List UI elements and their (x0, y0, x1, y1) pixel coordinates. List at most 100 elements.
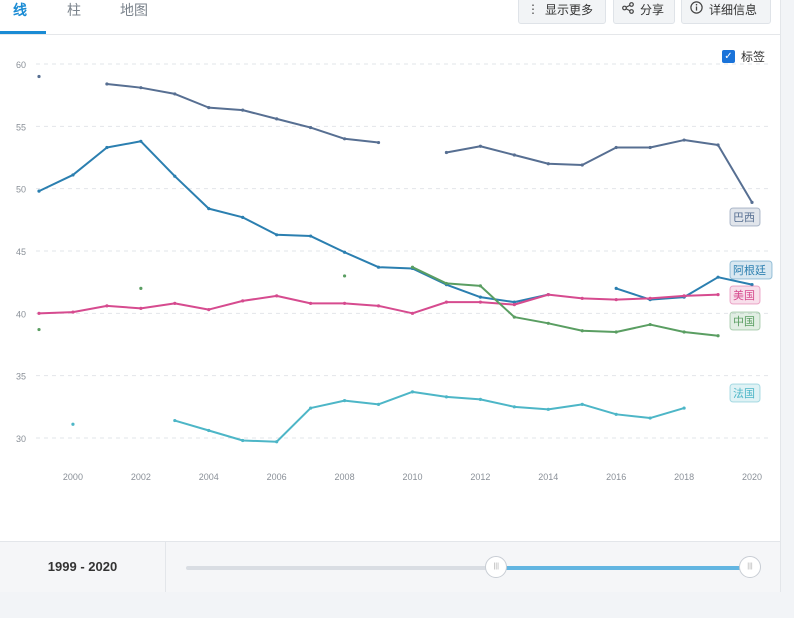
series-美国[interactable] (37, 293, 720, 315)
data-point[interactable] (410, 311, 415, 315)
data-point[interactable] (580, 163, 584, 167)
data-point[interactable] (173, 418, 177, 423)
checkbox-checked-icon[interactable]: ✓ (722, 50, 735, 63)
data-point[interactable] (275, 233, 279, 237)
tab-map[interactable]: 地图 (120, 2, 148, 18)
data-point[interactable] (309, 125, 313, 130)
data-point[interactable] (342, 301, 347, 305)
data-point[interactable] (173, 92, 177, 96)
data-point[interactable] (716, 293, 720, 297)
data-point[interactable] (207, 428, 211, 433)
tab-bar[interactable]: 柱 (67, 2, 81, 18)
data-point[interactable] (682, 294, 686, 298)
tab-line[interactable]: 线 (13, 2, 27, 18)
data-point[interactable] (512, 405, 516, 409)
data-point[interactable] (410, 265, 415, 269)
data-point[interactable] (139, 86, 143, 90)
data-point[interactable] (546, 162, 550, 166)
data-point[interactable] (716, 143, 720, 147)
data-point[interactable] (342, 137, 347, 141)
labels-toggle[interactable]: ✓ 标签 (722, 48, 765, 65)
data-point[interactable] (376, 140, 381, 145)
data-point[interactable] (241, 215, 245, 219)
data-point[interactable] (614, 330, 618, 334)
data-point[interactable] (580, 402, 584, 406)
data-point[interactable] (71, 422, 75, 426)
data-point[interactable] (750, 200, 754, 204)
data-point[interactable] (342, 250, 347, 254)
data-point[interactable] (71, 310, 75, 314)
data-point[interactable] (173, 174, 177, 178)
data-point[interactable] (614, 145, 618, 150)
data-point[interactable] (648, 322, 652, 327)
data-point[interactable] (105, 82, 109, 86)
data-point[interactable] (275, 294, 279, 298)
data-point[interactable] (376, 402, 381, 406)
data-point[interactable] (207, 207, 211, 211)
data-point[interactable] (139, 286, 143, 290)
data-point[interactable] (614, 412, 618, 416)
details-button[interactable]: 详细信息 (681, 0, 771, 24)
data-point[interactable] (546, 293, 550, 297)
data-point[interactable] (376, 265, 381, 269)
data-point[interactable] (105, 304, 109, 308)
data-point[interactable] (478, 284, 482, 288)
data-point[interactable] (37, 74, 41, 79)
data-point[interactable] (309, 234, 313, 238)
data-point[interactable] (682, 330, 686, 334)
data-point[interactable] (207, 106, 211, 110)
data-point[interactable] (546, 321, 550, 325)
data-point[interactable] (410, 390, 415, 394)
data-point[interactable] (478, 397, 482, 401)
data-point[interactable] (342, 399, 347, 403)
data-point[interactable] (241, 438, 245, 443)
data-point[interactable] (139, 139, 143, 143)
series-line[interactable] (412, 266, 719, 337)
data-point[interactable] (682, 138, 686, 142)
range-start-handle[interactable]: ||| (485, 556, 508, 578)
range-slider-track[interactable] (186, 566, 750, 570)
series-阿根廷[interactable] (37, 139, 754, 304)
share-button[interactable]: 分享 (613, 0, 675, 24)
data-point[interactable] (241, 299, 245, 303)
data-point[interactable] (546, 407, 550, 411)
data-point[interactable] (275, 440, 279, 444)
data-point[interactable] (648, 296, 652, 300)
data-point[interactable] (173, 301, 177, 305)
data-point[interactable] (105, 145, 109, 150)
data-point[interactable] (614, 286, 618, 290)
data-point[interactable] (512, 315, 516, 319)
data-point[interactable] (37, 327, 41, 332)
data-point[interactable] (682, 406, 686, 410)
data-point[interactable] (444, 395, 449, 399)
series-中国[interactable] (37, 265, 720, 338)
data-point[interactable] (444, 300, 449, 304)
data-point[interactable] (512, 300, 516, 304)
data-point[interactable] (275, 117, 279, 121)
data-point[interactable] (478, 295, 482, 299)
data-point[interactable] (309, 406, 313, 410)
series-line[interactable] (174, 390, 685, 443)
data-point[interactable] (750, 283, 754, 287)
series-line[interactable] (38, 293, 719, 315)
data-point[interactable] (241, 108, 245, 112)
data-point[interactable] (342, 274, 347, 278)
data-point[interactable] (376, 304, 381, 308)
data-point[interactable] (580, 329, 584, 333)
range-end-handle[interactable]: ||| (739, 556, 761, 578)
data-point[interactable] (648, 416, 652, 420)
series-巴西[interactable] (37, 74, 754, 204)
data-point[interactable] (716, 275, 720, 279)
data-point[interactable] (139, 306, 143, 310)
data-point[interactable] (648, 145, 652, 150)
series-line[interactable] (38, 140, 753, 304)
data-point[interactable] (478, 300, 482, 304)
data-point[interactable] (71, 173, 75, 177)
show-more-button[interactable]: ⋮ 显示更多 (518, 0, 606, 24)
data-point[interactable] (512, 153, 516, 157)
series-line[interactable] (106, 82, 753, 203)
data-point[interactable] (37, 311, 41, 315)
data-point[interactable] (512, 303, 516, 307)
data-point[interactable] (614, 298, 618, 302)
data-point[interactable] (309, 301, 313, 305)
